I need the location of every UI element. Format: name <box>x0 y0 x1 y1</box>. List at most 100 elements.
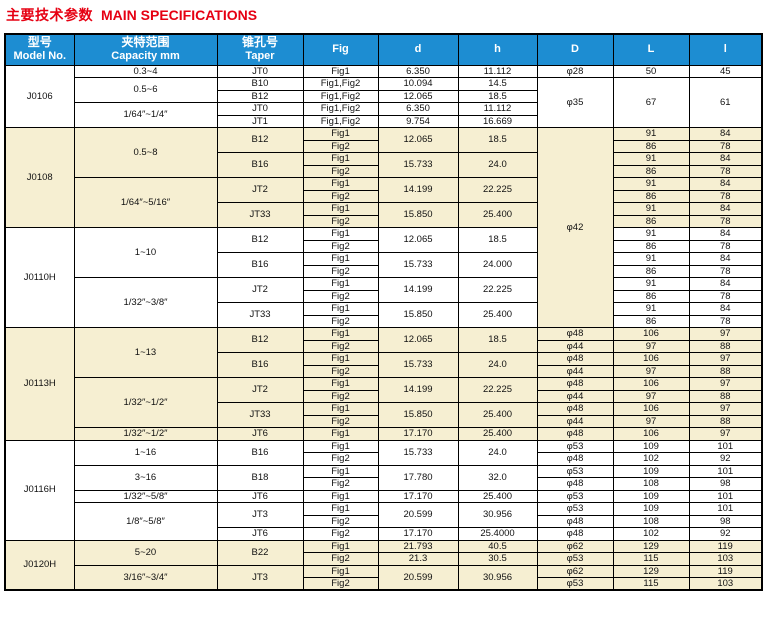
cell: 97 <box>688 427 763 441</box>
table-row: 1/32″~3/8″ JT2 Fig1 14.199 22.225 91 84 <box>5 277 763 328</box>
cell: 25.4000 <box>457 527 538 541</box>
cell: 86 <box>612 289 690 303</box>
cell: 12.065 <box>377 227 459 253</box>
cell: φ53 <box>536 552 614 566</box>
cell: 97 <box>612 339 690 353</box>
cell: 15.850 <box>377 202 459 228</box>
column-header: 型号 Model No. <box>4 33 75 66</box>
cell: 22.225 <box>457 377 538 403</box>
cell: φ53 <box>536 577 614 591</box>
cell: 5~20 <box>73 539 218 566</box>
cell: B12 <box>216 89 304 103</box>
cell: 88 <box>688 414 763 428</box>
cell: J0116H <box>4 439 75 541</box>
cell: Fig1 <box>302 564 379 578</box>
cell: 86 <box>612 164 690 178</box>
cell: Fig2 <box>302 214 379 228</box>
column-header: D <box>536 33 614 66</box>
cell: 25.400 <box>457 202 538 228</box>
table-row: J0110H 1~10 B12 Fig1 12.065 18.5 91 84 <box>4 227 763 328</box>
table-row: Fig2 86 78 <box>5 264 763 278</box>
cell: 25.400 <box>457 302 538 328</box>
cell: 17.170 <box>377 427 459 441</box>
cell: 129 <box>612 564 690 578</box>
cell: Fig1,Fig2 <box>302 89 379 103</box>
cell: 15.733 <box>377 352 459 378</box>
column-header: l <box>688 33 763 66</box>
cell: JT6 <box>216 427 304 441</box>
cell: Fig2 <box>302 189 379 203</box>
table-row: Fig2 86 78 <box>5 239 763 253</box>
cell: Fig2 <box>302 239 379 253</box>
cell: 0.5~6 <box>73 77 218 103</box>
cell: B12 <box>216 327 304 353</box>
cell: 30.956 <box>457 502 538 528</box>
cell: 109 <box>612 464 690 478</box>
cell: 15.850 <box>377 302 459 328</box>
cell: JT0 <box>216 102 304 116</box>
cell: φ48 <box>536 514 614 528</box>
cell: 88 <box>688 389 763 403</box>
cell: φ48 <box>536 527 614 541</box>
column-header: d <box>377 33 459 66</box>
cell: 92 <box>688 527 763 541</box>
cell: φ44 <box>536 364 614 378</box>
cell: 9.754 <box>377 114 459 128</box>
cell: JT6 <box>216 489 304 503</box>
cell: 24.000 <box>457 252 538 278</box>
cell: 84 <box>688 202 763 216</box>
cell: 84 <box>688 152 763 166</box>
table-row: 1/64″~5/16″ JT2 Fig1 14.199 22.225 91 84 <box>5 177 763 228</box>
cell: 119 <box>688 539 763 553</box>
cell: Fig2 <box>302 414 379 428</box>
cell: B18 <box>216 464 304 491</box>
cell: 21.3 <box>377 552 459 566</box>
cell: 25.400 <box>457 427 538 441</box>
cell: 84 <box>688 302 763 316</box>
cell: Fig2 <box>302 389 379 403</box>
column-header: 夹特范围 Capacity mm <box>73 33 218 66</box>
table-row: J0116H 1~16 B16 Fig1 15.733 24.0 φ53 109 101 <box>4 439 763 541</box>
cell: 1/64″~1/4″ <box>73 102 218 128</box>
specifications-table: 型号 Model No. 夹特范围 Capacity mm 锥孔号 Taper Fig d h D… <box>4 33 763 591</box>
cell: 78 <box>688 164 763 178</box>
cell: 25.400 <box>457 402 538 428</box>
table-row: Fig2 φ48 102 92 <box>5 452 763 466</box>
cell: Fig1 <box>302 177 379 191</box>
cell: 14.199 <box>377 177 459 203</box>
cell: 14.5 <box>457 77 538 91</box>
table-row: Fig2 86 78 <box>5 314 763 328</box>
cell: Fig1,Fig2 <box>302 77 379 91</box>
table-row: Fig2 φ53 115 103 <box>5 577 763 591</box>
cell: 91 <box>612 252 690 266</box>
cell: B16 <box>216 439 304 466</box>
table-row: J0113H 1~13 B12 Fig1 12.065 18.5 φ48 106 97 <box>4 327 763 441</box>
table-row: Fig2 φ44 97 88 <box>5 364 763 378</box>
cell: Fig2 <box>302 264 379 278</box>
cell: φ28 <box>536 64 614 78</box>
cell: Fig2 <box>302 527 379 541</box>
cell: 86 <box>612 264 690 278</box>
cell: 20.599 <box>377 564 459 591</box>
cell: B16 <box>216 352 304 378</box>
cell: 84 <box>688 277 763 291</box>
cell: B12 <box>216 127 304 153</box>
cell: Fig1 <box>302 464 379 478</box>
cell: 92 <box>688 452 763 466</box>
cell: Fig1 <box>302 502 379 516</box>
cell: φ44 <box>536 414 614 428</box>
table-row: JT33 Fig1 15.850 25.400 91 84 <box>5 202 763 228</box>
cell: JT0 <box>216 64 304 78</box>
table-row: 3~16 B18 Fig1 17.780 32.0 φ53 109 101 <box>5 464 763 491</box>
cell: 30.5 <box>457 552 538 566</box>
cell: 84 <box>688 252 763 266</box>
cell: 6.350 <box>377 64 459 78</box>
cell: 101 <box>688 439 763 453</box>
cell: 91 <box>612 127 690 141</box>
cell: B10 <box>216 77 304 91</box>
cell: Fig1 <box>302 227 379 241</box>
cell: 1~13 <box>73 327 218 378</box>
cell: 97 <box>612 414 690 428</box>
cell: J0110H <box>4 227 75 328</box>
table-row: 3/16″~3/4″ JT3 Fig1 20.599 30.956 φ62 129 119 <box>5 564 763 591</box>
